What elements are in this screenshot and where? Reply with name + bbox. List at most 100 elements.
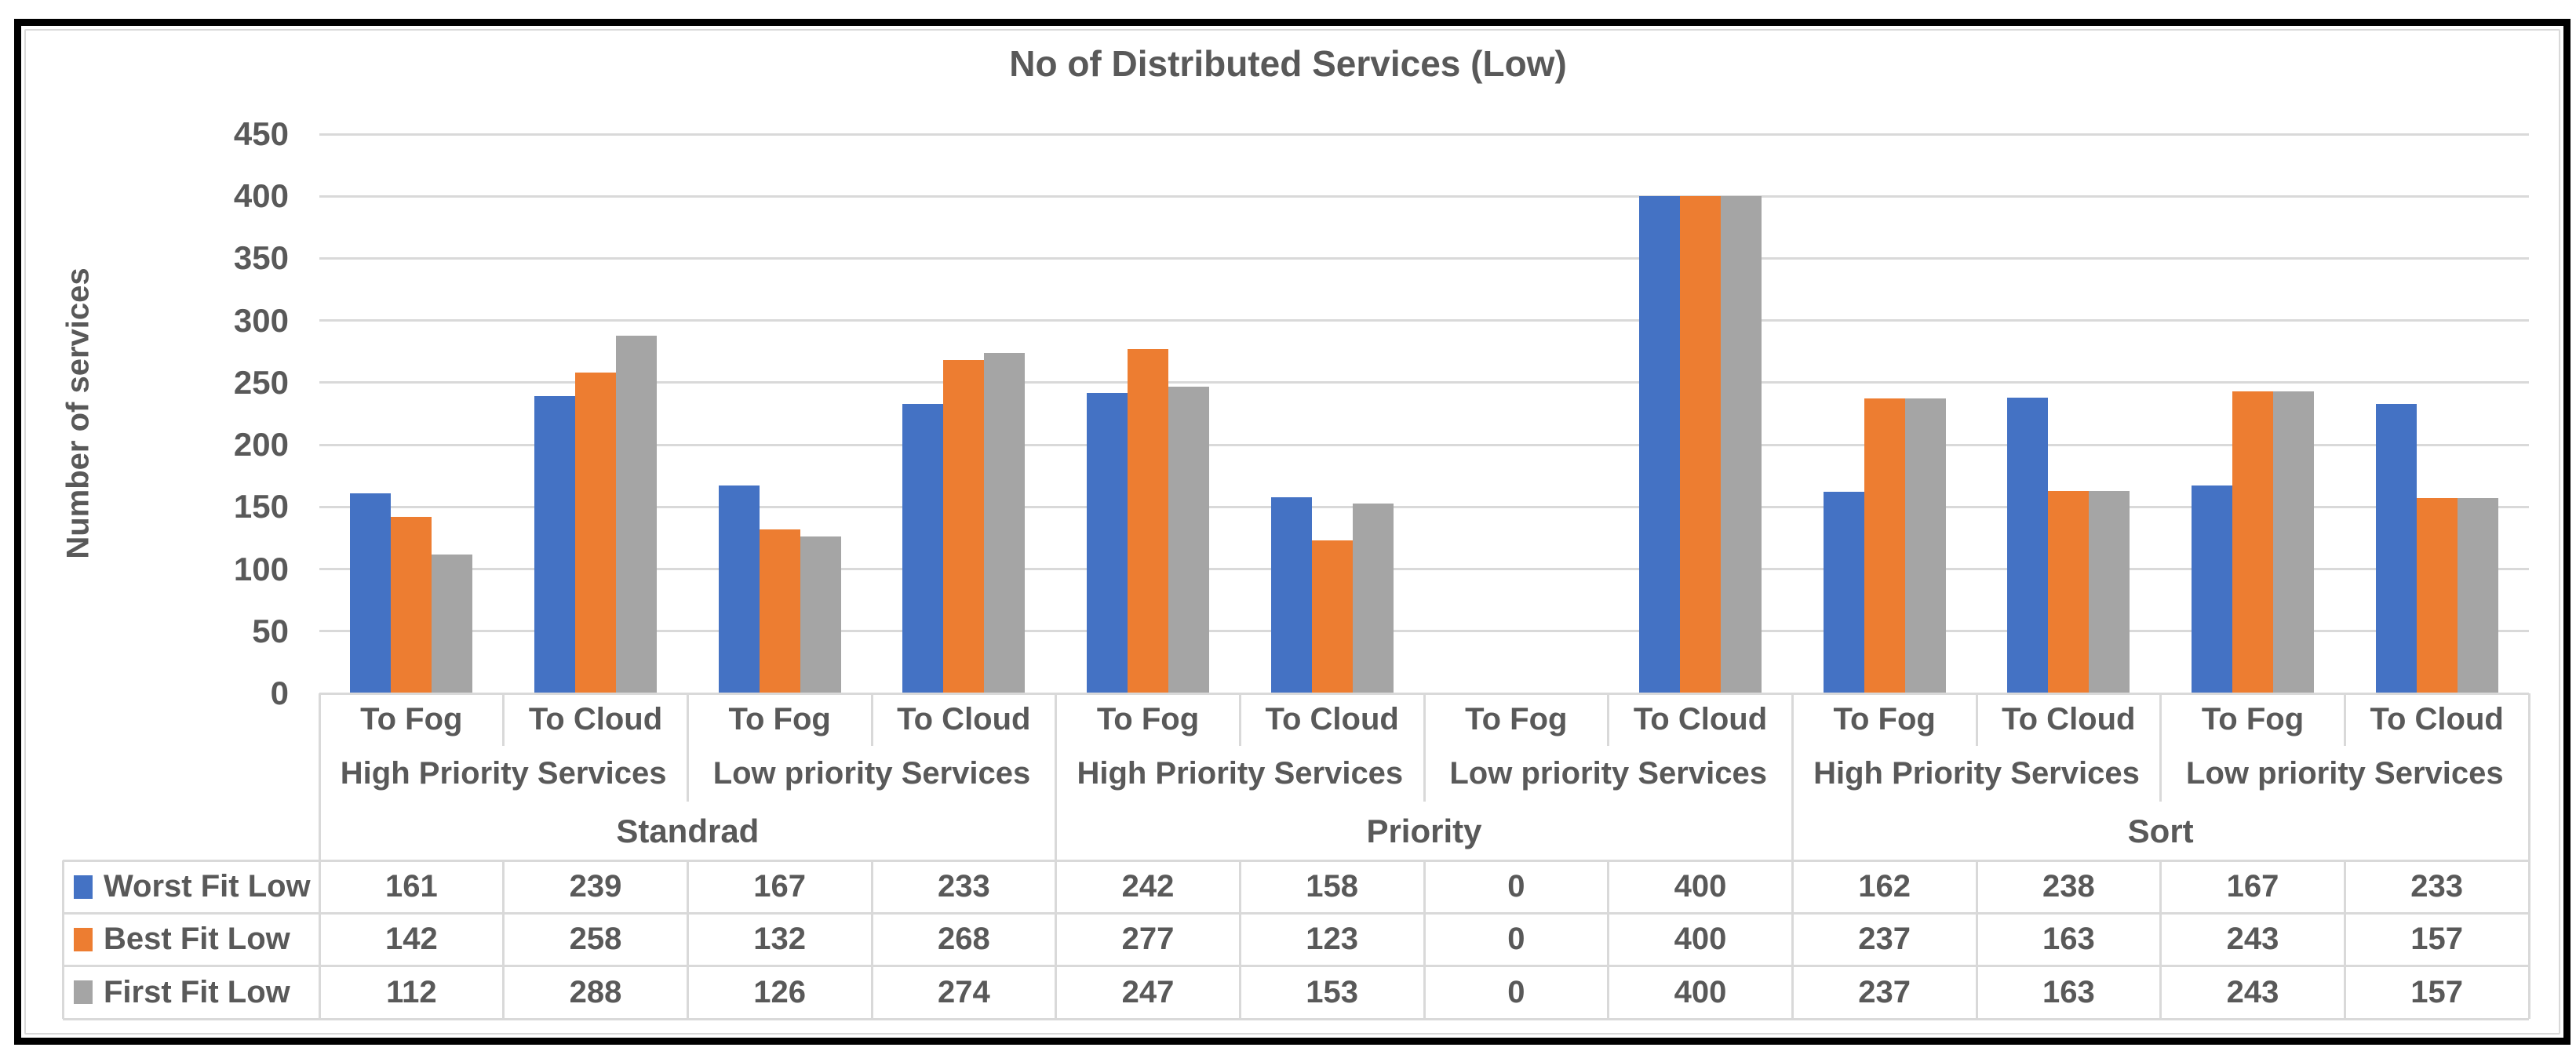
category-label-11: To Fog xyxy=(2201,702,2305,736)
table-cell-r2-c8: 400 xyxy=(1674,922,1727,957)
table-cell-r3-c7: 0 xyxy=(1507,974,1525,1009)
table-cell-r1-c8: 400 xyxy=(1674,869,1727,904)
subgroup-label-2: Low priority Services xyxy=(712,756,1031,791)
table-cell-r3-c1: 112 xyxy=(386,974,437,1009)
category-separator-0 xyxy=(318,693,321,860)
table-vborder-4 xyxy=(1055,860,1058,1019)
bar-best-fit-low-slot11 xyxy=(2232,391,2273,693)
gridline-200 xyxy=(319,443,2529,446)
table-cell-r3-c2: 288 xyxy=(569,974,622,1009)
category-label-3: To Fog xyxy=(728,702,831,736)
table-cell-r3-c8: 400 xyxy=(1674,974,1727,1009)
legend-item-worst-fit-low: Worst Fit Low xyxy=(74,860,315,913)
bar-best-fit-low-slot3 xyxy=(759,529,800,693)
subgroup-label-1: High Priority Services xyxy=(340,756,667,791)
legend-swatch-worst-fit-low xyxy=(74,875,93,899)
table-cell-r1-c11: 167 xyxy=(2226,869,2279,904)
category-label-1: To Fog xyxy=(360,702,463,736)
table-cell-r3-c12: 157 xyxy=(2410,974,2464,1009)
legend-swatch-best-fit-low xyxy=(74,927,93,951)
table-cell-r2-c10: 163 xyxy=(2042,922,2095,957)
bar-best-fit-low-slot12 xyxy=(2416,498,2458,693)
category-separator-10 xyxy=(2159,693,2162,802)
table-cell-r1-c2: 239 xyxy=(569,869,622,904)
table-cell-r2-c2: 258 xyxy=(569,922,622,957)
table-cell-r3-c10: 163 xyxy=(2042,974,2095,1009)
group-label-1: Standrad xyxy=(616,812,760,849)
group-label-3: Sort xyxy=(2127,812,2194,849)
bar-first-fit-low-slot10 xyxy=(2089,490,2130,693)
table-vborder-2 xyxy=(686,860,689,1019)
subgroup-label-3: High Priority Services xyxy=(1077,756,1404,791)
table-cell-r2-c5: 277 xyxy=(1121,922,1175,957)
table-cell-r1-c12: 233 xyxy=(2410,869,2464,904)
gridline-300 xyxy=(319,319,2529,322)
gridline-250 xyxy=(319,381,2529,384)
y-tick-label-250: 250 xyxy=(233,363,289,401)
gridline-450 xyxy=(319,133,2529,136)
table-cell-r1-c10: 238 xyxy=(2042,869,2095,904)
category-label-5: To Fog xyxy=(1096,702,1200,736)
bar-first-fit-low-slot8 xyxy=(1721,196,1762,693)
category-label-2: To Cloud xyxy=(528,702,663,736)
legend-label: First Fit Low xyxy=(104,974,290,1009)
bar-worst-fit-low-slot8 xyxy=(1639,196,1680,693)
table-cell-r1-c4: 233 xyxy=(937,869,990,904)
table-vborder-12 xyxy=(2527,860,2530,1019)
category-label-9: To Fog xyxy=(1833,702,1936,736)
category-separator-12 xyxy=(2527,693,2530,860)
table-cell-r2-c11: 243 xyxy=(2226,922,2279,957)
table-vborder-0 xyxy=(318,860,321,1019)
table-cell-r2-c6: 123 xyxy=(1306,922,1359,957)
category-label-10: To Cloud xyxy=(2002,702,2136,736)
bar-worst-fit-low-slot9 xyxy=(1823,492,1864,693)
y-tick-label-400: 400 xyxy=(233,177,289,215)
table-cell-r1-c5: 242 xyxy=(1121,869,1175,904)
table-hborder-3 xyxy=(63,1017,2529,1020)
y-axis-title-text: Number of services xyxy=(60,267,96,559)
y-tick-label-100: 100 xyxy=(233,550,289,587)
table-cell-r2-c1: 142 xyxy=(384,922,438,957)
table-cell-r1-c3: 167 xyxy=(753,869,807,904)
bar-first-fit-low-slot9 xyxy=(1904,398,1946,693)
y-tick-label-200: 200 xyxy=(233,426,289,464)
y-tick-label-300: 300 xyxy=(233,301,289,339)
category-separator-2 xyxy=(686,693,689,802)
legend-label: Worst Fit Low xyxy=(104,869,311,904)
table-cell-r3-c5: 247 xyxy=(1121,974,1175,1009)
subgroup-label-6: Low priority Services xyxy=(2186,756,2504,791)
table-cell-r1-c1: 161 xyxy=(384,869,438,904)
table-cell-r2-c12: 157 xyxy=(2410,922,2464,957)
table-cell-r2-c9: 237 xyxy=(1858,922,1911,957)
table-vborder-8 xyxy=(1791,860,1794,1019)
bar-worst-fit-low-slot5 xyxy=(1087,392,1128,693)
bar-best-fit-low-slot6 xyxy=(1311,540,1353,693)
table-cell-r3-c11: 243 xyxy=(2226,974,2279,1009)
bar-worst-fit-low-slot10 xyxy=(2007,397,2049,693)
bar-best-fit-low-slot10 xyxy=(2048,490,2090,693)
table-vborder-6 xyxy=(1423,860,1426,1019)
bar-first-fit-low-slot3 xyxy=(800,536,841,693)
bar-first-fit-low-slot6 xyxy=(1352,503,1394,693)
category-separator-7 xyxy=(1607,693,1610,746)
subgroup-label-5: High Priority Services xyxy=(1813,756,2140,791)
legend-swatch-first-fit-low xyxy=(74,980,93,1005)
category-separator-8 xyxy=(1791,693,1794,860)
category-label-7: To Fog xyxy=(1465,702,1568,736)
bar-first-fit-low-slot4 xyxy=(984,352,1026,693)
subgroup-label-4: Low priority Services xyxy=(1449,756,1767,791)
gridline-400 xyxy=(319,195,2529,198)
bar-first-fit-low-slot2 xyxy=(616,335,657,693)
bar-worst-fit-low-slot4 xyxy=(902,403,944,693)
bar-worst-fit-low-slot6 xyxy=(1270,496,1312,693)
gridline-150 xyxy=(319,505,2529,508)
group-label-2: Priority xyxy=(1366,812,1482,849)
table-cell-r2-c4: 268 xyxy=(937,922,990,957)
category-label-8: To Cloud xyxy=(1633,702,1768,736)
bar-worst-fit-low-slot3 xyxy=(718,485,760,693)
legend-item-first-fit-low: First Fit Low xyxy=(74,966,315,1019)
table-vborder-9 xyxy=(1975,860,1978,1019)
category-label-6: To Cloud xyxy=(1265,702,1399,736)
table-cell-r1-c6: 158 xyxy=(1306,869,1359,904)
